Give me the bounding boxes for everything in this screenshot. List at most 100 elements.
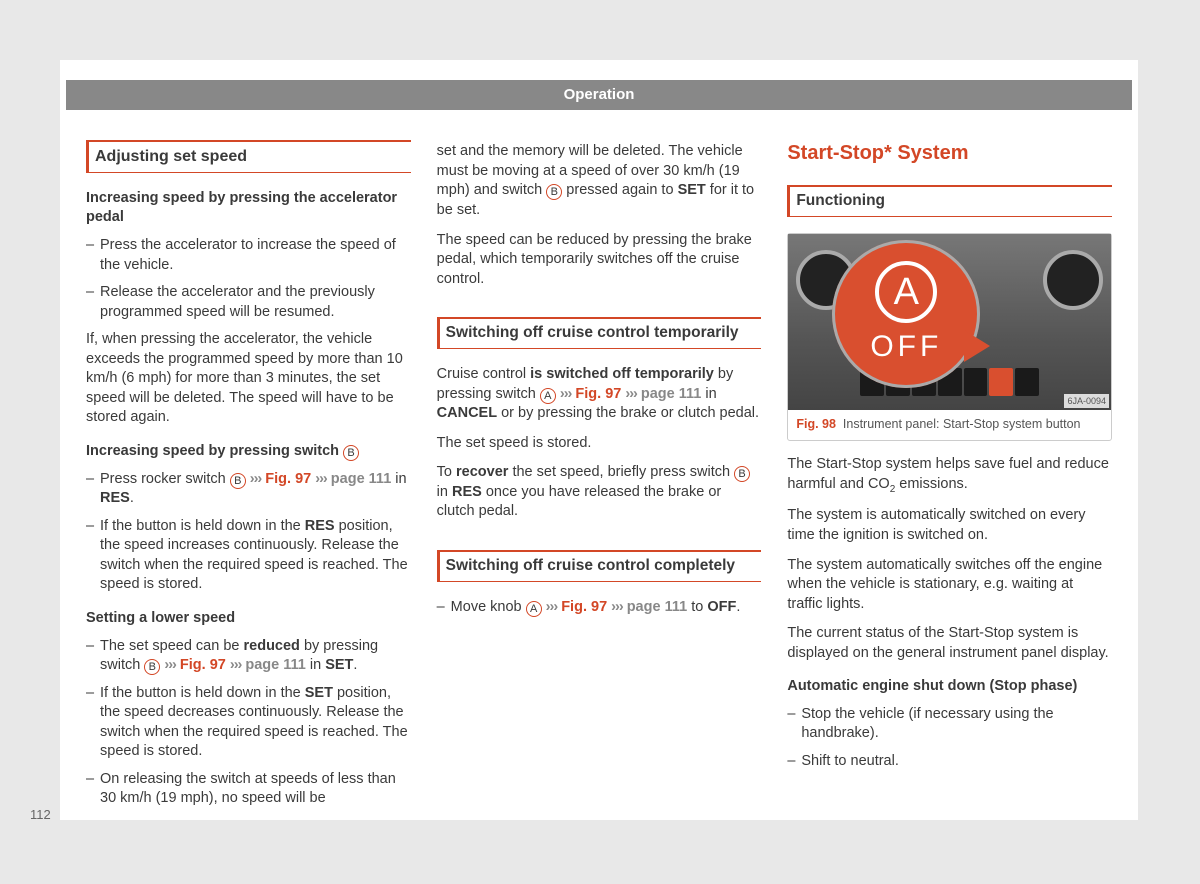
arrow-icon: ››› [315,471,327,487]
list-stop-phase: Stop the vehicle (if necessary using the… [787,705,1112,772]
column-1: Adjusting set speed Increasing speed by … [86,140,411,817]
list-switch-b: Press rocker switch B ››› Fig. 97 ››› pa… [86,470,411,595]
heading-switch-off-complete: Switching off cruise control completely [437,550,762,582]
paragraph: The speed can be reduced by pressing the… [437,231,762,290]
subhead-switch-b: Increasing speed by pressing switch B [86,442,411,462]
column-3: Start-Stop* System Functioning A OFF 6JA… [787,140,1112,817]
subhead-accelerator: Increasing speed by pressing the acceler… [86,189,411,228]
chapter-heading-start-stop: Start-Stop* System [787,140,1112,167]
fig-ref[interactable]: Fig. 97 [575,386,621,402]
dial-icon [1043,250,1103,310]
arrow-icon: ››› [164,657,176,673]
text: . [736,599,740,615]
list-item: Stop the vehicle (if necessary using the… [787,705,1112,744]
text: The set speed can be [100,638,244,654]
manual-page: Operation Adjusting set speed Increasing… [60,60,1138,820]
text: emissions. [895,476,968,492]
paragraph: Cruise control is switched off temporari… [437,365,762,424]
list-item: Press the accelerator to increase the sp… [86,236,411,275]
switch-b-icon: B [230,473,246,489]
figure-98: A OFF 6JA-0094 Fig. 98 Instrument panel:… [787,233,1112,441]
text-bold: is switched off temporarily [530,366,714,382]
knob-a-icon: A [526,601,542,617]
text: Cruise control [437,366,530,382]
arrow-icon: ››› [546,599,558,615]
text-set: SET [325,657,353,673]
list-off-complete: Move knob A ››› Fig. 97 ››› page 111 to … [437,598,762,618]
text: . [353,657,357,673]
text-set: SET [305,685,333,701]
fig-ref[interactable]: Fig. 97 [265,471,311,487]
list-item: Move knob A ››› Fig. 97 ››› page 111 to … [437,598,762,618]
page-ref[interactable]: page 111 [245,657,305,673]
text-res: RES [452,484,482,500]
fig-ref[interactable]: Fig. 97 [561,599,607,615]
text-off: OFF [707,599,736,615]
paragraph: To recover the set speed, briefly press … [437,463,762,522]
text: Increasing speed by pressing switch [86,443,343,459]
paragraph: The set speed is stored. [437,434,762,454]
text: or by pressing the brake or clutch pedal… [497,405,759,421]
heading-functioning: Functioning [787,185,1112,217]
arrow-icon: ››› [250,471,262,487]
heading-adjusting-set-speed: Adjusting set speed [86,140,411,173]
page-number: 112 [30,806,51,824]
text: to [687,599,707,615]
arrow-icon: ››› [560,386,572,402]
paragraph: The system is automatically switched on … [787,506,1112,545]
text: in [701,386,716,402]
page-ref[interactable]: page 111 [641,386,701,402]
text: Move knob [451,599,526,615]
content-columns: Adjusting set speed Increasing speed by … [60,106,1138,817]
text-reduced: reduced [244,638,300,654]
fig-ref[interactable]: Fig. 97 [180,657,226,673]
text-set: SET [678,182,706,198]
list-item: If the button is held down in the SET po… [86,684,411,762]
text: in [391,471,406,487]
callout-bubble: A OFF [832,240,980,388]
text: . [130,490,134,506]
switch-b-icon: B [343,445,359,461]
text: in [437,484,452,500]
switch-b-icon: B [734,466,750,482]
switch-b-icon: B [546,184,562,200]
list-lower-speed: The set speed can be reduced by pressing… [86,637,411,810]
text: Press rocker switch [100,471,230,487]
list-item: Press rocker switch B ››› Fig. 97 ››› pa… [86,470,411,509]
section-header-bar: Operation [66,80,1132,110]
paragraph: The system automatically switches off th… [787,556,1112,615]
paragraph: The current status of the Start-Stop sys… [787,624,1112,663]
paragraph: The Start-Stop system helps save fuel an… [787,455,1112,496]
column-2: set and the memory will be deleted. The … [437,140,762,817]
arrow-icon: ››› [625,386,637,402]
text-cancel: CANCEL [437,405,497,421]
text: If the button is held down in the [100,685,305,701]
text-res: RES [305,518,335,534]
page-ref[interactable]: page 111 [627,599,687,615]
figure-image: A OFF 6JA-0094 [788,234,1111,410]
image-tag: 6JA-0094 [1064,394,1109,408]
text: If the button is held down in the [100,518,305,534]
paragraph: set and the memory will be deleted. The … [437,142,762,220]
list-item: Release the accelerator and the previous… [86,283,411,322]
caption-text: Instrument panel: Start-Stop system butt… [843,417,1081,431]
subhead-lower-speed: Setting a lower speed [86,609,411,629]
list-item: On releasing the switch at speeds of les… [86,770,411,809]
switch-b-icon: B [144,659,160,675]
text-recover: recover [456,464,508,480]
arrow-icon: ››› [230,657,242,673]
a-off-icon: A [875,261,937,323]
heading-switch-off-temp: Switching off cruise control temporarily [437,317,762,349]
list-accelerator: Press the accelerator to increase the sp… [86,236,411,322]
text: the set speed, briefly press switch [508,464,734,480]
subhead-auto-shutdown: Automatic engine shut down (Stop phase) [787,677,1112,697]
text: To [437,464,456,480]
page-ref[interactable]: page 111 [331,471,391,487]
text: pressed again to [562,182,677,198]
text-res: RES [100,490,130,506]
switch-a-icon: A [540,388,556,404]
figure-caption: Fig. 98 Instrument panel: Start-Stop sys… [788,410,1111,440]
text: in [306,657,325,673]
list-item: Shift to neutral. [787,752,1112,772]
list-item: If the button is held down in the RES po… [86,517,411,595]
